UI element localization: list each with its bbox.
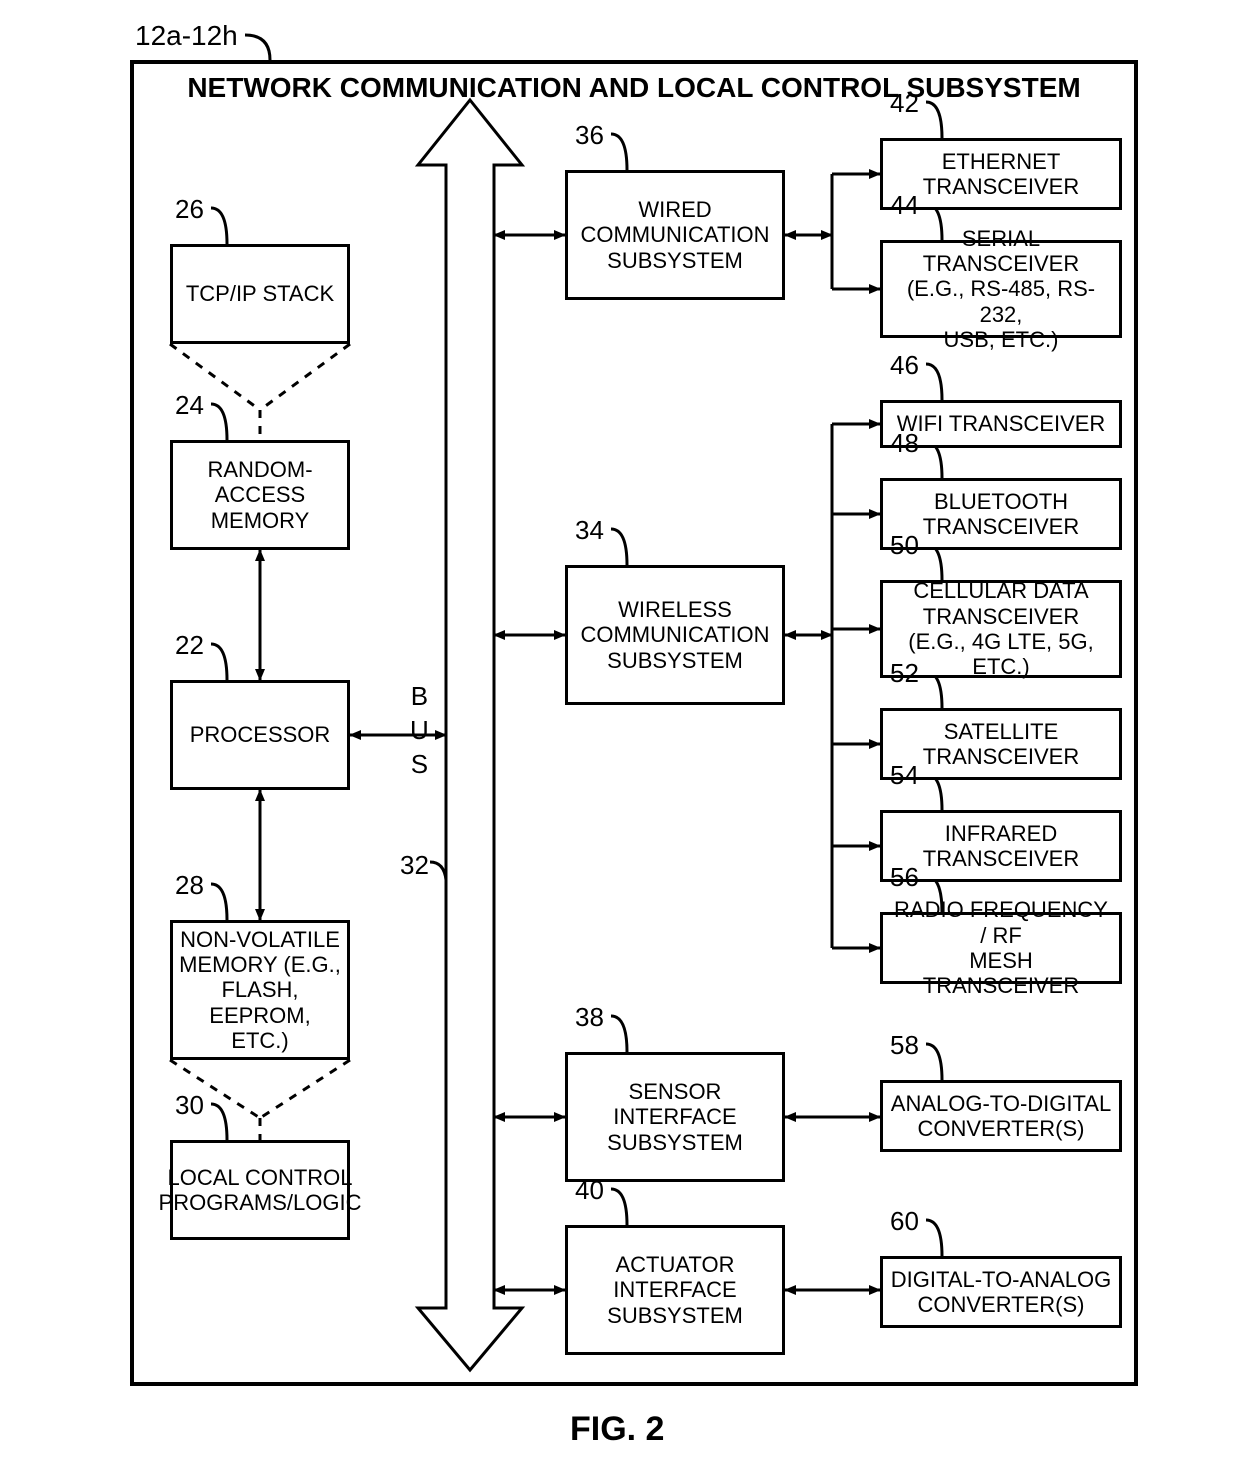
block-wireless: WIRELESSCOMMUNICATIONSUBSYSTEM — [565, 565, 785, 705]
bus-label-text: BUS — [410, 681, 429, 779]
block-serial: SERIAL TRANSCEIVER(E.G., RS-485, RS-232,… — [880, 240, 1122, 338]
block-ram: RANDOM-ACCESSMEMORY — [170, 440, 350, 550]
bus-label: BUS — [410, 680, 429, 781]
block-tcpip: TCP/IP STACK — [170, 244, 350, 344]
ref-bt: 48 — [890, 428, 919, 459]
ref-cell: 50 — [890, 530, 919, 561]
ref-actuator: 40 — [575, 1175, 604, 1206]
block-dac: DIGITAL-TO-ANALOGCONVERTER(S) — [880, 1256, 1122, 1328]
ref-dac: 60 — [890, 1206, 919, 1237]
ref-adc: 58 — [890, 1030, 919, 1061]
ref-rf: 56 — [890, 862, 919, 893]
ref-ir: 54 — [890, 760, 919, 791]
block-rf: RADIO FREQUENCY / RFMESH TRANSCEIVER — [880, 912, 1122, 984]
ref-wifi: 46 — [890, 350, 919, 381]
block-adc: ANALOG-TO-DIGITALCONVERTER(S) — [880, 1080, 1122, 1152]
figure-caption: FIG. 2 — [570, 1410, 664, 1449]
ref-wireless: 34 — [575, 515, 604, 546]
block-sensor: SENSORINTERFACESUBSYSTEM — [565, 1052, 785, 1182]
block-wired: WIREDCOMMUNICATIONSUBSYSTEM — [565, 170, 785, 300]
ref-processor: 22 — [175, 630, 204, 661]
bus-ref: 32 — [400, 850, 429, 881]
ref-nvm: 28 — [175, 870, 204, 901]
ref-wired: 36 — [575, 120, 604, 151]
ref-sensor: 38 — [575, 1002, 604, 1033]
ref-eth: 42 — [890, 88, 919, 119]
ref-sat: 52 — [890, 658, 919, 689]
ref-ram: 24 — [175, 390, 204, 421]
block-actuator: ACTUATORINTERFACESUBSYSTEM — [565, 1225, 785, 1355]
block-local: LOCAL CONTROLPROGRAMS/LOGIC — [170, 1140, 350, 1240]
ref-serial: 44 — [890, 190, 919, 221]
diagram-canvas: 12a-12h NETWORK COMMUNICATION AND LOCAL … — [0, 0, 1240, 1483]
block-nvm: NON-VOLATILEMEMORY (E.G.,FLASH,EEPROM, E… — [170, 920, 350, 1060]
block-processor: PROCESSOR — [170, 680, 350, 790]
ref-tcpip: 26 — [175, 194, 204, 225]
ref-local: 30 — [175, 1090, 204, 1121]
